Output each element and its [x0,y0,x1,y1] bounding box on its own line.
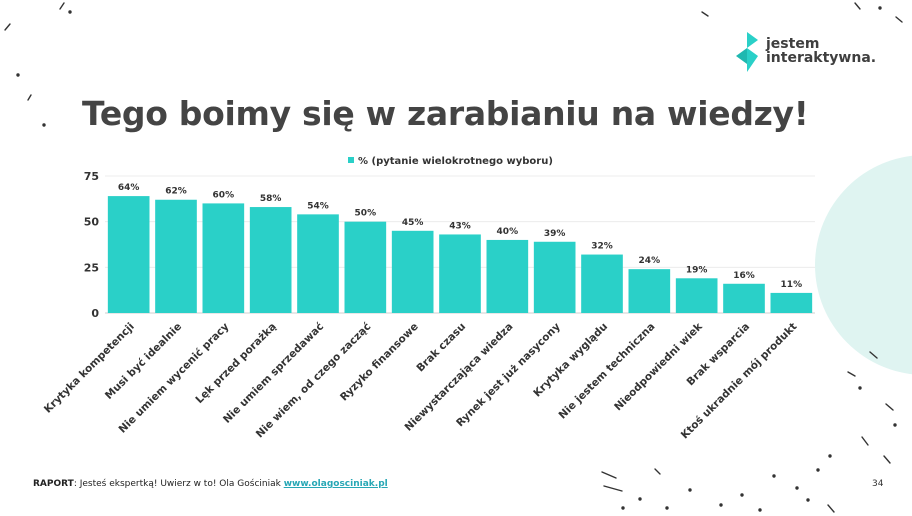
x-tick-label: Nie jestem techniczna [557,321,658,422]
bar [202,203,245,313]
logo-text: jestem interaktywna. [766,37,876,65]
bar [581,254,623,313]
data-label: 32% [591,242,613,252]
page-title: Tego boimy się w zarabianiu na wiedzy! [82,94,809,133]
x-tick-label: Ryzyko finansowe [338,321,421,404]
bar [107,196,150,313]
bar [723,283,765,313]
data-label: 50% [355,209,377,219]
bar [297,214,339,313]
bar [628,269,671,313]
x-tick-label: Nie umiem sprzedawać [221,321,326,426]
footer: RAPORT: Jesteś ekspertką! Uwierz w to! O… [33,479,388,489]
x-tick-label: Krytyka kompetencji [42,321,137,416]
x-tick-label: Nieodpowiedni wiek [612,320,705,413]
footer-label: RAPORT [33,479,74,489]
data-label: 39% [544,229,566,239]
legend-label: % (pytanie wielokrotnego wyboru) [358,156,553,167]
y-tick-label: 0 [91,307,99,320]
y-tick-label: 75 [84,170,99,183]
data-label: 62% [165,187,187,197]
bar [155,199,197,313]
bar [675,278,718,313]
data-label: 64% [118,183,140,193]
logo-line-1: jestem [766,36,820,52]
bar [391,230,434,313]
brand-logo: jestem interaktywna. [732,30,892,74]
y-tick-label: 25 [84,261,99,274]
y-tick-label: 50 [84,216,100,229]
bar [533,241,576,313]
data-label: 40% [497,227,519,237]
logo-line-2: interaktywna. [766,50,877,66]
logo-mark-icon [736,32,758,72]
footer-link[interactable]: www.olagosciniak.pl [283,479,388,489]
data-label: 45% [402,218,424,228]
legend-swatch [348,157,354,163]
data-label: 24% [639,256,661,266]
bar [344,221,387,313]
data-label: 16% [733,271,755,281]
data-label: 11% [781,280,803,290]
bar [486,239,529,313]
footer-text: : Jesteś ekspertką! Uwierz w to! Ola Goś… [73,479,284,489]
data-label: 43% [449,221,471,231]
data-label: 58% [260,194,282,204]
data-label: 54% [307,201,329,211]
data-label: 19% [686,265,708,275]
page-number: 34 [872,479,884,489]
data-label: 60% [213,190,235,200]
x-tick-label: Lęk przed porażką [193,321,278,406]
bar [249,207,292,313]
bar-chart: 0 25 50 75 % (pytanie wielokrotnego wyboru) 6… [42,156,815,441]
bar [439,234,481,313]
bar [770,292,813,313]
